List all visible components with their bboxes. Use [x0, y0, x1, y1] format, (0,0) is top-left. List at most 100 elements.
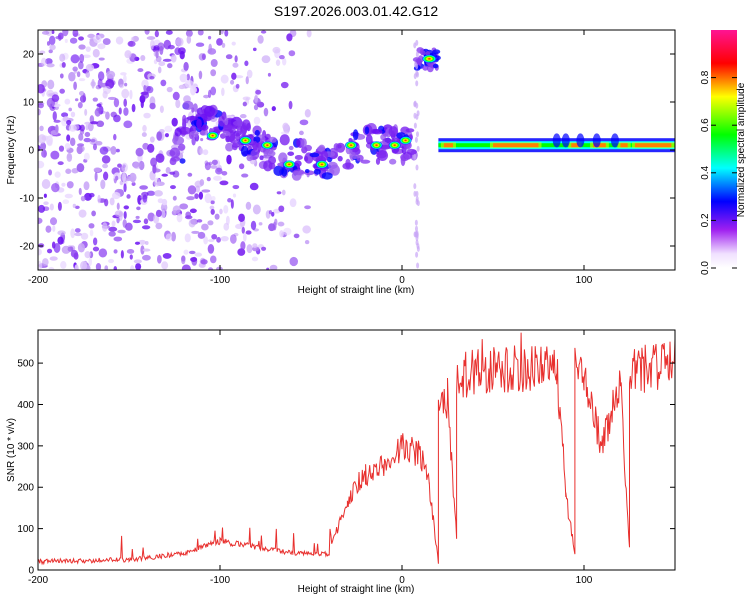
- noise-blob: [121, 172, 127, 183]
- signal-blob: [320, 150, 329, 162]
- noise-blob: [55, 124, 59, 134]
- noise-blob: [153, 177, 161, 187]
- noise-blob: [210, 69, 217, 77]
- noise-blob: [136, 206, 141, 211]
- streak-blob: [413, 122, 417, 129]
- noise-blob: [64, 38, 68, 44]
- noise-blob: [124, 82, 128, 87]
- noise-blob: [231, 72, 237, 80]
- noise-blob: [78, 209, 87, 218]
- noise-blob: [83, 137, 92, 143]
- noise-blob: [267, 72, 272, 77]
- streak-blob: [415, 70, 419, 77]
- noise-blob: [220, 30, 224, 35]
- signal-blob: [179, 158, 186, 164]
- signal-blob: [169, 147, 181, 159]
- colorbar-tick-label: 0.2: [700, 213, 711, 227]
- noise-blob: [113, 249, 118, 254]
- noise-blob: [62, 30, 69, 37]
- noise-blob: [170, 54, 177, 63]
- noise-blob: [150, 157, 157, 167]
- carrier-glow: [568, 142, 582, 149]
- band-blob: [412, 57, 421, 63]
- noise-blob: [120, 250, 124, 259]
- noise-blob: [179, 73, 188, 83]
- noise-blob: [51, 241, 56, 249]
- noise-blob: [220, 235, 229, 242]
- signal-blob: [318, 144, 326, 152]
- noise-blob: [113, 236, 123, 242]
- noise-blob: [133, 161, 141, 170]
- streak-blob: [415, 164, 419, 171]
- noise-blob: [227, 198, 232, 203]
- noise-blob: [41, 178, 51, 189]
- signal-blob: [360, 159, 371, 164]
- noise-blob: [161, 173, 169, 177]
- noise-blob: [271, 106, 276, 112]
- noise-blob: [107, 96, 117, 100]
- noise-blob: [149, 102, 156, 110]
- noise-blob: [135, 215, 140, 219]
- noise-blob: [283, 227, 292, 236]
- signal-blob: [203, 105, 216, 117]
- noise-blob: [216, 236, 221, 243]
- noise-blob: [113, 98, 120, 108]
- noise-blob: [78, 44, 86, 50]
- colorbar-tick-label: 0.6: [700, 118, 711, 132]
- noise-blob: [118, 107, 122, 115]
- noise-blob: [41, 149, 47, 158]
- signal-blob: [352, 129, 359, 141]
- signal-blob: [192, 103, 198, 112]
- noise-blob: [123, 74, 127, 83]
- noise-blob: [80, 232, 89, 240]
- noise-blob: [115, 175, 119, 181]
- signal-blob: [300, 138, 307, 148]
- noise-blob: [38, 260, 43, 270]
- signal-blob: [268, 162, 276, 170]
- streak-blob: [414, 136, 418, 143]
- noise-blob: [121, 88, 130, 99]
- signal-blob: [291, 170, 302, 181]
- noise-blob: [88, 223, 95, 229]
- noise-blob: [38, 160, 45, 169]
- noise-blob: [260, 30, 267, 34]
- noise-blob: [157, 66, 162, 74]
- x-tick-label: -100: [210, 275, 230, 286]
- streak-blob: [416, 242, 420, 249]
- noise-blob: [59, 53, 66, 62]
- signal-hotspot: [206, 131, 219, 140]
- noise-blob: [62, 199, 70, 205]
- noise-blob: [252, 204, 261, 215]
- noise-blob: [149, 76, 155, 80]
- streak-blob: [413, 100, 417, 107]
- noise-blob: [39, 125, 44, 132]
- noise-blob: [97, 43, 106, 50]
- noise-blob: [64, 193, 73, 199]
- noise-blob: [146, 190, 156, 196]
- streak-blob: [414, 219, 418, 226]
- signal-blob: [222, 131, 231, 137]
- noise-blob: [282, 122, 289, 131]
- noise-blob: [38, 248, 42, 256]
- noise-blob: [70, 54, 80, 64]
- noise-blob: [38, 84, 45, 94]
- noise-blob: [160, 202, 168, 212]
- signal-blob: [388, 126, 399, 138]
- noise-blob: [77, 101, 83, 109]
- signal-blob: [278, 152, 288, 164]
- y-tick-label: 500: [17, 359, 34, 370]
- noise-blob: [87, 65, 92, 69]
- noise-blob: [244, 60, 249, 67]
- noise-blob: [201, 189, 211, 193]
- noise-blob: [170, 185, 176, 190]
- noise-blob: [210, 86, 217, 96]
- noise-blob: [96, 103, 102, 108]
- signal-blob: [389, 158, 397, 165]
- streak-blob: [414, 225, 418, 232]
- signal-blob: [250, 149, 260, 160]
- noise-blob: [46, 89, 55, 98]
- colorbar-tick-label: 0.0: [700, 261, 711, 275]
- noise-blob: [187, 185, 197, 195]
- noise-blob: [38, 134, 47, 144]
- noise-blob: [181, 264, 191, 270]
